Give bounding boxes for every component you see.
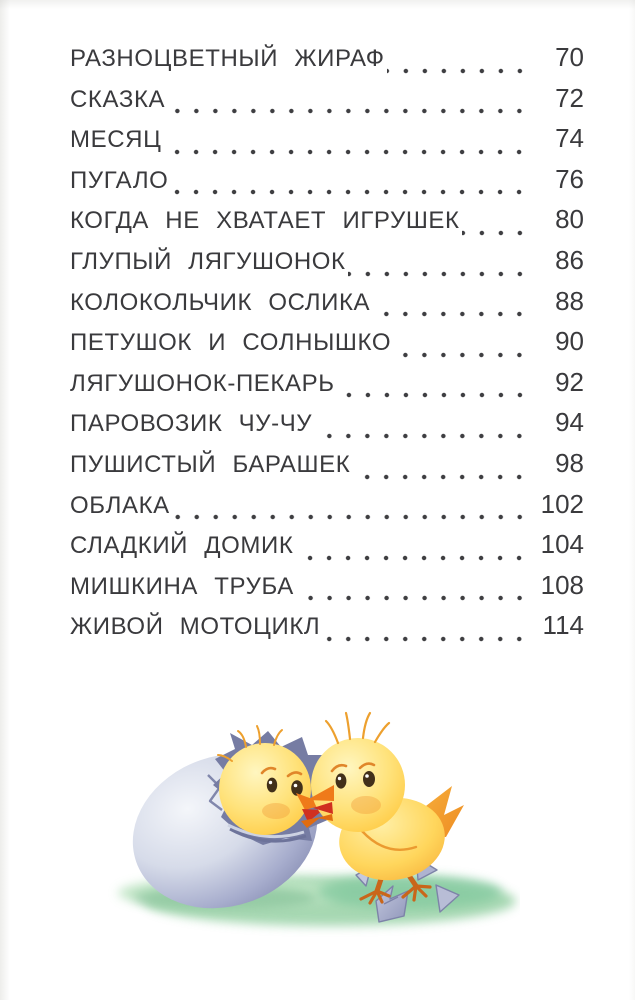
toc-entry-page-number: 86 <box>555 244 584 275</box>
toc-entry-page-number: 80 <box>555 204 584 235</box>
toc-entry: ОБЛАКА 102 <box>70 488 584 530</box>
toc-entry-title: ЛЯГУШОНОК-ПЕКАРЬ <box>70 369 335 397</box>
toc-leader-dots <box>461 204 530 245</box>
toc-entry-page-number: 108 <box>540 569 584 600</box>
toc-leader-dots <box>163 123 530 164</box>
hatching-chick <box>217 725 326 835</box>
toc-leader-dots <box>336 366 530 408</box>
toc-entry-page-number: 114 <box>542 610 584 641</box>
toc-entry-title: СЛАДКИЙ ДОМИК <box>70 532 294 560</box>
toc-leader-dots <box>170 163 530 205</box>
toc-leader-dots <box>171 488 530 530</box>
toc-entry-page-number: 72 <box>555 82 584 113</box>
toc-entry: СКАЗКА 72 <box>70 82 584 124</box>
toc-leader-dots <box>314 407 530 448</box>
toc-leader-dots <box>386 42 530 83</box>
illustration-chicks-hatching-egg <box>80 688 520 950</box>
toc-entry-title: ПУШИСТЫЙ БАРАШЕК <box>70 450 351 478</box>
standing-chick <box>307 711 464 905</box>
toc-entry-page-number: 90 <box>555 326 584 357</box>
toc-entry: ГЛУПЫЙ ЛЯГУШОНОК 86 <box>70 244 584 286</box>
toc-entry: ПАРОВОЗИК ЧУ-ЧУ 94 <box>70 407 584 448</box>
toc-entry: ЖИВОЙ МОТОЦИКЛ 114 <box>70 610 584 651</box>
toc-entry: СЛАДКИЙ ДОМИК 104 <box>70 529 584 570</box>
toc-entry-title: СКАЗКА <box>70 85 166 113</box>
toc-leader-dots <box>295 529 530 570</box>
toc-entry: КОГДА НЕ ХВАТАЕТ ИГРУШЕК 80 <box>70 204 584 245</box>
toc-entry-title: ЖИВОЙ МОТОЦИКЛ <box>70 613 321 641</box>
toc-entry-title: КОЛОКОЛЬЧИК ОСЛИКА <box>70 288 371 316</box>
toc-entry-title: КОГДА НЕ ХВАТАЕТ ИГРУШЕК <box>70 207 460 235</box>
chick-head-tufts <box>324 711 391 745</box>
toc-entry: МИШКИНА ТРУБА 108 <box>70 569 584 611</box>
toc-entry: МЕСЯЦ 74 <box>70 123 584 164</box>
chick-feet <box>359 884 432 905</box>
toc-list: РАЗНОЦВЕТНЫЙ ЖИРАФ 70 СКАЗКА 72 МЕСЯЦ 74… <box>70 42 584 651</box>
toc-entry-page-number: 94 <box>555 407 584 438</box>
toc-entry-page-number: 98 <box>555 447 584 478</box>
toc-entry-title: ПАРОВОЗИК ЧУ-ЧУ <box>70 410 313 438</box>
toc-entry-title: ГЛУПЫЙ ЛЯГУШОНОК <box>70 247 346 275</box>
toc-leader-dots <box>352 447 530 489</box>
toc-entry-title: ОБЛАКА <box>70 491 170 519</box>
toc-entry: ЛЯГУШОНОК-ПЕКАРЬ 92 <box>70 366 584 408</box>
toc-leader-dots <box>295 569 530 611</box>
toc-entry: ПУГАЛО 76 <box>70 163 584 205</box>
toc-entry-page-number: 88 <box>555 285 584 316</box>
toc-entry-page-number: 70 <box>555 42 584 72</box>
toc-entry: ПЕТУШОК И СОЛНЫШКО 90 <box>70 326 584 367</box>
toc-entry: РАЗНОЦВЕТНЫЙ ЖИРАФ 70 <box>70 42 584 83</box>
toc-entry-page-number: 92 <box>555 366 584 397</box>
toc-entry-page-number: 74 <box>555 123 584 154</box>
toc-entry-page-number: 102 <box>540 488 584 519</box>
toc-leader-dots <box>167 82 530 124</box>
toc-entry-title: МИШКИНА ТРУБА <box>70 572 294 600</box>
toc-entry: КОЛОКОЛЬЧИК ОСЛИКА 88 <box>70 285 584 327</box>
toc-entry-title: ПЕТУШОК И СОЛНЫШКО <box>70 329 392 357</box>
toc-entry: ПУШИСТЫЙ БАРАШЕК 98 <box>70 447 584 489</box>
toc-entry-title: ПУГАЛО <box>70 166 169 194</box>
toc-leader-dots <box>322 610 530 651</box>
toc-leader-dots <box>347 244 530 286</box>
toc-entry-page-number: 76 <box>555 163 584 194</box>
toc-entry-page-number: 104 <box>540 529 584 560</box>
toc-entry-title: РАЗНОЦВЕТНЫЙ ЖИРАФ <box>70 45 385 72</box>
toc-leader-dots <box>372 285 530 327</box>
toc-entry-title: МЕСЯЦ <box>70 126 162 154</box>
toc-leader-dots <box>393 326 530 367</box>
